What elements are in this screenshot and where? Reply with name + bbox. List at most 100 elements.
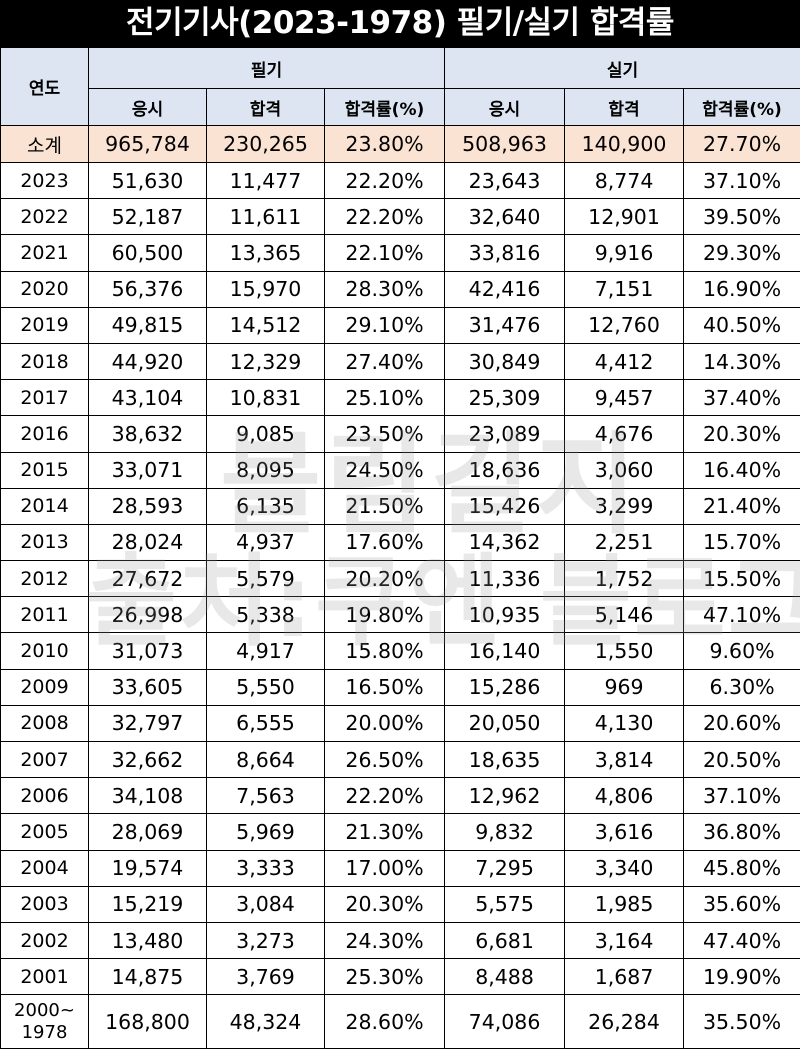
cell-practical-passed: 12,760 xyxy=(564,306,685,344)
cell-written-applicants: 31,073 xyxy=(88,632,207,670)
cell-practical-passed: 5,146 xyxy=(564,596,685,634)
cell-written-rate: 28.60% xyxy=(323,994,446,1050)
header-written: 필기 xyxy=(87,47,446,89)
cell-year: 2022 xyxy=(0,198,89,236)
cell-written-passed: 6,135 xyxy=(206,487,325,525)
cell-practical-applicants: 23,089 xyxy=(444,415,566,453)
cell-written-applicants: 43,104 xyxy=(88,379,207,417)
cell-practical-applicants: 30,849 xyxy=(444,342,566,381)
cell-written-passed: 3,769 xyxy=(206,958,325,996)
cell-written-applicants: 34,108 xyxy=(88,777,207,815)
cell-written-applicants: 26,998 xyxy=(88,596,207,634)
cell-written-rate: 15.80% xyxy=(323,632,446,670)
cell-written-applicants: 168,800 xyxy=(88,994,207,1050)
table-row: 2023 51,630 11,477 22.20% 23,643 8,774 37.10% xyxy=(0,161,800,200)
cell-written-rate: 28.30% xyxy=(323,270,446,308)
cell-written-passed: 8,095 xyxy=(206,451,325,489)
cell-year: 2007 xyxy=(0,740,89,779)
table-row: 2001 14,875 3,769 25.30% 8,488 1,687 19.90% xyxy=(0,958,800,996)
cell-year: 2013 xyxy=(0,523,89,562)
cell-written-applicants: 27,672 xyxy=(88,560,207,598)
table-row: 2020 56,376 15,970 28.30% 42,416 7,151 16.90% xyxy=(0,270,800,308)
cell-practical-applicants: 7,295 xyxy=(444,849,566,887)
cell-written-passed: 3,333 xyxy=(206,849,325,887)
header-practical: 실기 xyxy=(444,47,800,89)
page-title: 전기기사(2023-1978) 필기/실기 합격률 xyxy=(0,0,800,47)
cell-year: 2004 xyxy=(0,849,89,887)
cell-written-applicants: 52,187 xyxy=(88,198,207,236)
cell-practical-applicants: 20,050 xyxy=(444,704,566,743)
cell-written-applicants: 38,632 xyxy=(88,415,207,453)
cell-written-passed: 10,831 xyxy=(206,379,325,417)
cell-practical-rate: 6.30% xyxy=(683,668,800,706)
cell-written-rate: 22.20% xyxy=(323,161,446,200)
cell-written-applicants: 965,784 xyxy=(88,125,207,163)
cell-practical-rate: 20.30% xyxy=(683,415,800,453)
table-row: 2018 44,920 12,329 27.40% 30,849 4,412 14.30% xyxy=(0,342,800,381)
cell-year: 2009 xyxy=(0,668,89,706)
pass-rate-table: 연도 필기 실기 응시 합격 합격률(%) 응시 합격 합격률(%) 소계 96… xyxy=(0,47,800,1050)
cell-written-passed: 48,324 xyxy=(206,994,325,1050)
cell-practical-applicants: 11,336 xyxy=(444,560,566,598)
table-row: 2008 32,797 6,555 20.00% 20,050 4,130 20.60% xyxy=(0,704,800,743)
cell-year: 2017 xyxy=(0,379,89,417)
cell-written-rate: 17.60% xyxy=(323,523,446,562)
cell-practical-passed: 1,752 xyxy=(564,560,685,598)
cell-year: 2023 xyxy=(0,161,89,200)
table-row: 2014 28,593 6,135 21.50% 15,426 3,299 21.40% xyxy=(0,487,800,525)
table-row: 2003 15,219 3,084 20.30% 5,575 1,985 35.60% xyxy=(0,885,800,923)
cell-practical-passed: 9,916 xyxy=(564,234,685,272)
cell-written-rate: 20.30% xyxy=(323,885,446,923)
cell-practical-rate: 37.10% xyxy=(683,777,800,815)
table-row: 2015 33,071 8,095 24.50% 18,636 3,060 16.40% xyxy=(0,451,800,489)
cell-practical-applicants: 5,575 xyxy=(444,885,566,923)
year-range-end: 1978 xyxy=(21,1021,68,1043)
cell-written-rate: 26.50% xyxy=(323,740,446,779)
cell-written-applicants: 32,797 xyxy=(88,704,207,743)
cell-written-applicants: 33,605 xyxy=(88,668,207,706)
cell-written-passed: 4,917 xyxy=(206,632,325,670)
cell-written-passed: 4,937 xyxy=(206,523,325,562)
cell-written-rate: 22.20% xyxy=(323,198,446,236)
cell-written-rate: 20.20% xyxy=(323,560,446,598)
cell-practical-applicants: 6,681 xyxy=(444,921,566,960)
cell-practical-passed: 8,774 xyxy=(564,161,685,200)
cell-practical-rate: 29.30% xyxy=(683,234,800,272)
cell-written-passed: 14,512 xyxy=(206,306,325,344)
cell-practical-applicants: 25,309 xyxy=(444,379,566,417)
table-row: 2012 27,672 5,579 20.20% 11,336 1,752 15.50% xyxy=(0,560,800,598)
cell-written-passed: 3,273 xyxy=(206,921,325,960)
cell-year: 2008 xyxy=(0,704,89,743)
cell-year: 2002 xyxy=(0,921,89,960)
cell-practical-rate: 9.60% xyxy=(683,632,800,670)
cell-written-rate: 29.10% xyxy=(323,306,446,344)
table-row: 2006 34,108 7,563 22.20% 12,962 4,806 37.10% xyxy=(0,777,800,815)
cell-written-rate: 21.30% xyxy=(323,813,446,851)
cell-written-applicants: 56,376 xyxy=(88,270,207,308)
table-row: 2010 31,073 4,917 15.80% 16,140 1,550 9.60% xyxy=(0,632,800,670)
cell-written-applicants: 14,875 xyxy=(88,958,207,996)
cell-practical-rate: 47.40% xyxy=(683,921,800,960)
cell-practical-rate: 35.60% xyxy=(683,885,800,923)
cell-year: 2012 xyxy=(0,560,89,598)
cell-written-passed: 15,970 xyxy=(206,270,325,308)
cell-practical-rate: 37.10% xyxy=(683,161,800,200)
table-row: 2016 38,632 9,085 23.50% 23,089 4,676 20.30% xyxy=(0,415,800,453)
header-written-applicants: 응시 xyxy=(88,88,207,126)
cell-written-applicants: 32,662 xyxy=(88,740,207,779)
cell-year: 2015 xyxy=(0,451,89,489)
cell-practical-passed: 9,457 xyxy=(564,379,685,417)
cell-written-rate: 17.00% xyxy=(323,849,446,887)
cell-practical-applicants: 33,816 xyxy=(444,234,566,272)
cell-practical-applicants: 15,286 xyxy=(444,668,566,706)
cell-written-applicants: 28,593 xyxy=(88,487,207,525)
cell-written-applicants: 49,815 xyxy=(88,306,207,344)
cell-written-passed: 5,969 xyxy=(206,813,325,851)
cell-practical-passed: 7,151 xyxy=(564,270,685,308)
cell-practical-passed: 12,901 xyxy=(564,198,685,236)
cell-written-rate: 20.00% xyxy=(323,704,446,743)
cell-practical-rate: 27.70% xyxy=(683,125,800,163)
cell-practical-passed: 3,340 xyxy=(564,849,685,887)
cell-practical-passed: 3,060 xyxy=(564,451,685,489)
cell-practical-passed: 1,985 xyxy=(564,885,685,923)
